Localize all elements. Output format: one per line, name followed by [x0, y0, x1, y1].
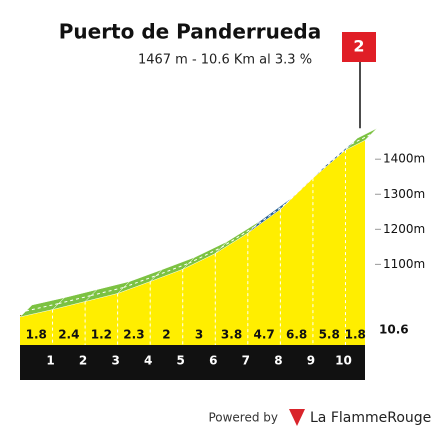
road-dash: [351, 133, 372, 145]
gradient-label: 1.2: [91, 328, 112, 342]
km-label: 2: [79, 354, 87, 368]
km-label: 5: [177, 354, 185, 368]
segment-fill: [150, 269, 183, 345]
segment-fill: [215, 233, 248, 345]
footer-prefix: Powered by: [208, 411, 278, 425]
gradient-label: 6.8: [286, 328, 307, 342]
gradient-label: 2.3: [123, 328, 144, 342]
chart-subtitle: 1467 m - 10.6 Km al 3.3 %: [138, 53, 312, 68]
km-label: 3: [111, 354, 119, 368]
km-label: 1: [46, 354, 54, 368]
km-label: 4: [144, 354, 152, 368]
segment-fill: [280, 178, 313, 345]
km-label: 7: [242, 354, 250, 368]
y-tick-label: 1300m: [383, 187, 425, 201]
segment-fill: [345, 140, 365, 345]
segment-fill: [52, 301, 86, 345]
flag: [342, 32, 376, 62]
chart-title: Puerto de Panderrueda: [59, 20, 322, 44]
gradient-label: 1.8: [345, 328, 366, 342]
gradient-label: 2: [162, 328, 170, 342]
km-label: 10: [335, 354, 352, 368]
y-tick-label: 1400m: [383, 152, 425, 166]
segment-road: [345, 128, 378, 151]
road-dash: [253, 202, 287, 228]
segment-fill: [85, 293, 118, 345]
road-dash: [318, 143, 352, 173]
km-label: 9: [307, 354, 315, 368]
segment-fill: [247, 209, 281, 345]
gradient-label: 3: [195, 328, 203, 342]
segment-fill: [117, 281, 151, 345]
gradient-label: 5.8: [319, 328, 340, 342]
km-label: 10.6: [379, 323, 409, 337]
gradient-label: 4.7: [253, 328, 274, 342]
flag-label: 2: [353, 37, 364, 56]
segment-fill: [312, 150, 346, 345]
segment-fill: [20, 309, 53, 345]
gradient-label: 2.4: [58, 328, 79, 342]
y-tick-label: 1200m: [383, 222, 425, 236]
segment-fill: [182, 253, 216, 345]
footer-brand: La FlammeRouge: [310, 410, 431, 426]
road-dash: [221, 226, 255, 248]
base-band: [20, 345, 365, 380]
gradient-label: 3.8: [221, 328, 242, 342]
km-label: 8: [274, 354, 282, 368]
road-dash: [188, 247, 222, 264]
gradient-label: 1.8: [26, 328, 47, 342]
y-tick-label: 1100m: [383, 257, 425, 271]
brand-logo: [289, 409, 305, 426]
km-label: 6: [209, 354, 217, 368]
